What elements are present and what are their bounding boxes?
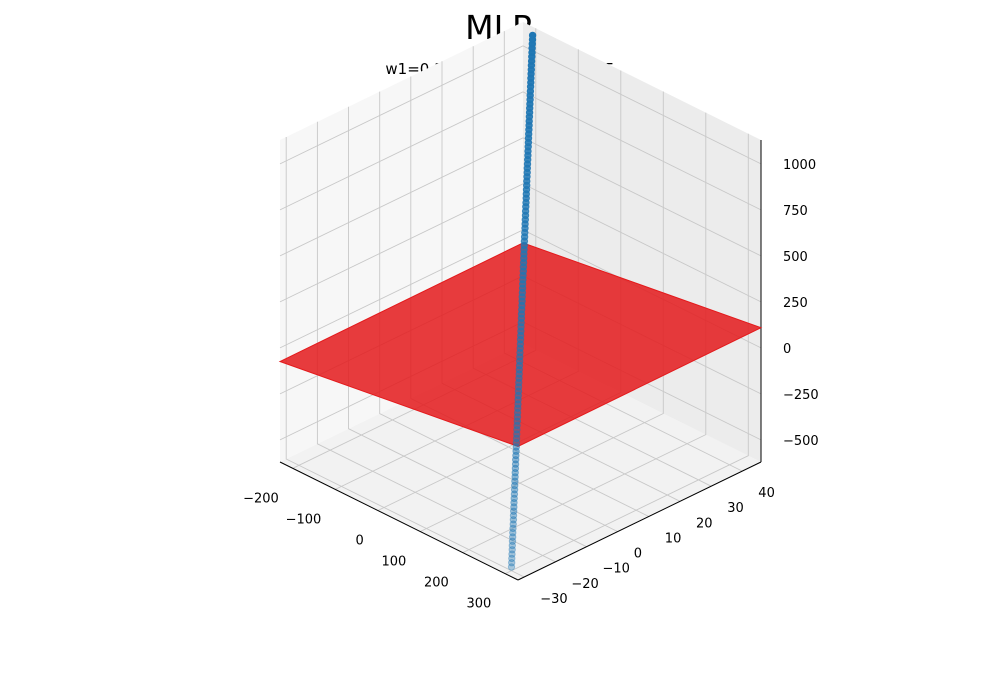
data-point	[508, 550, 516, 558]
data-point	[512, 451, 520, 460]
data-point	[511, 460, 520, 468]
x-tick-label: 0	[356, 534, 364, 549]
grid-line-z	[279, 183, 762, 303]
data-point	[510, 490, 519, 498]
y-tick-label: −20	[571, 577, 598, 592]
grid-line-y	[316, 121, 556, 563]
data-point	[511, 464, 520, 473]
data-point	[508, 559, 516, 567]
y-tick-label: 10	[665, 532, 682, 547]
data-point	[528, 31, 537, 40]
grid-line-z	[279, 45, 762, 165]
y-tick-label: −30	[540, 592, 567, 607]
z-tick-label: −500	[783, 434, 819, 449]
grid-line-y	[379, 91, 618, 533]
data-point	[508, 546, 516, 554]
x-axis-line	[279, 461, 519, 581]
data-point	[509, 511, 518, 520]
grid-line-x	[420, 91, 664, 532]
data-point	[508, 541, 516, 550]
z-tick-label: 1000	[783, 158, 816, 173]
z-tick-label: 0	[783, 342, 791, 357]
x-tick-label: −100	[286, 512, 322, 527]
y-tick-label: 40	[758, 486, 775, 501]
y-tick-label: 30	[727, 501, 744, 516]
axis-lines	[279, 140, 762, 581]
data-points	[507, 31, 537, 571]
data-point	[511, 481, 519, 490]
data-point	[511, 469, 519, 477]
z-tick-label: 750	[783, 204, 808, 219]
z-tick-label: −250	[783, 388, 819, 403]
x-tick-label: 100	[381, 555, 406, 570]
grid-line-x	[505, 133, 749, 575]
data-point	[511, 477, 519, 485]
grid-line-z	[279, 91, 762, 211]
y-axis-line	[517, 461, 762, 581]
grid-line-z	[279, 137, 762, 257]
z-tick-label: 250	[783, 296, 808, 311]
data-point	[507, 563, 516, 571]
data-point	[510, 494, 518, 503]
data-point	[510, 507, 518, 515]
grid-line-x	[462, 112, 707, 554]
data-point	[512, 456, 520, 464]
x-tick-label: −200	[243, 491, 279, 506]
y-tick-label: 20	[696, 516, 713, 531]
floor-pane	[280, 344, 761, 580]
grid-line-y	[348, 106, 587, 548]
z-tick-label: 500	[783, 250, 808, 265]
data-point	[510, 486, 519, 494]
data-point	[509, 524, 517, 533]
data-point	[509, 533, 517, 541]
data-point	[508, 537, 517, 545]
data-point	[509, 529, 517, 537]
x-tick-label: 300	[466, 597, 491, 612]
data-point	[509, 520, 517, 528]
y-tick-label: 0	[634, 547, 642, 562]
data-point	[511, 473, 519, 481]
x-tick-label: 200	[424, 576, 449, 591]
grid-line-y	[285, 137, 525, 578]
data-point	[510, 503, 518, 511]
data-point	[510, 499, 518, 507]
data-point	[509, 516, 518, 524]
data-point	[508, 554, 516, 563]
y-tick-label: −10	[603, 562, 630, 577]
data-point	[512, 447, 520, 455]
